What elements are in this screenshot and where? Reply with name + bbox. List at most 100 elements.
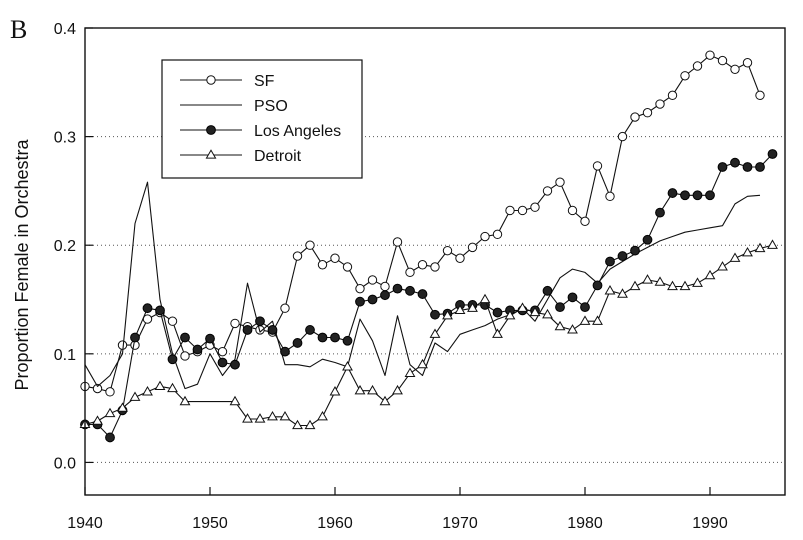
- sf-point: [755, 90, 765, 101]
- y-tick-label: 0.1: [54, 347, 76, 364]
- detroit-point: [692, 277, 703, 287]
- los-angeles-point: [167, 354, 178, 365]
- detroit-point: [579, 315, 591, 325]
- x-tick-label: 1940: [67, 515, 103, 532]
- detroit-point: [167, 382, 178, 393]
- los-angeles-point: [206, 125, 216, 135]
- detroit-point: [254, 413, 266, 423]
- detroit-point: [142, 386, 153, 396]
- sf-point: [405, 267, 415, 278]
- detroit-point: [92, 415, 103, 425]
- sf-point: [180, 351, 190, 361]
- detroit-point: [642, 274, 653, 284]
- los-angeles-point: [142, 303, 153, 314]
- sf-point: [317, 260, 328, 270]
- detroit-point: [467, 302, 478, 312]
- detroit-point: [317, 411, 328, 421]
- sf-point: [705, 50, 715, 60]
- los-angeles-point: [705, 190, 715, 201]
- sf-point: [667, 90, 678, 101]
- pso-series: [84, 181, 761, 390]
- sf-point: [630, 112, 640, 122]
- sf-point: [530, 202, 540, 212]
- detroit-point: [742, 247, 753, 257]
- sf-point: [480, 231, 490, 242]
- detroit-point: [704, 269, 716, 280]
- sf-point: [342, 262, 353, 272]
- detroit-point: [479, 293, 491, 304]
- sf-point: [492, 229, 503, 240]
- detroit-point: [592, 315, 603, 325]
- detroit-point: [754, 242, 766, 253]
- los-angeles-point: [180, 332, 190, 343]
- los-angeles-point: [280, 346, 290, 357]
- los-angeles-point: [267, 325, 278, 335]
- detroit-point: [654, 276, 666, 286]
- los-angeles-point: [130, 332, 140, 343]
- los-angeles-point: [592, 280, 603, 291]
- detroit-point: [104, 407, 116, 418]
- sf-point: [206, 75, 216, 85]
- sf-point: [467, 242, 478, 253]
- legend-label-sf: SF: [254, 73, 275, 90]
- detroit-point: [617, 288, 628, 298]
- axis-ticks: 0.0 0.1 0.2 0.3 0.4 1940 1950 1960 1970 1980 1990: [54, 21, 728, 532]
- sf-point: [167, 316, 178, 326]
- sf-point: [417, 260, 428, 270]
- los-angeles-point: [580, 302, 590, 313]
- sf-point: [430, 262, 440, 272]
- sf-point: [292, 251, 303, 261]
- los-angeles-point: [242, 325, 253, 335]
- los-angeles-point: [630, 245, 640, 256]
- detroit-point: [117, 402, 128, 412]
- los-angeles-point: [417, 289, 428, 299]
- los-angeles-point: [430, 309, 440, 320]
- los-angeles-point: [667, 188, 678, 198]
- los-angeles-point: [767, 149, 778, 159]
- detroit-point: [542, 308, 553, 319]
- detroit-point: [354, 384, 366, 395]
- sf-point: [505, 205, 515, 216]
- y-tick-label: 0.3: [54, 130, 76, 147]
- detroit-point: [279, 411, 291, 421]
- detroit-point: [367, 384, 378, 395]
- sf-point: [280, 303, 290, 313]
- sf-point: [567, 205, 578, 216]
- los-angeles-point: [680, 190, 690, 201]
- los-angeles-point: [730, 157, 740, 168]
- los-angeles-point: [655, 207, 665, 218]
- x-tick-label: 1960: [317, 515, 353, 532]
- x-tick-label: 1980: [567, 515, 603, 532]
- sf-point: [367, 275, 378, 285]
- los-angeles-series: [80, 149, 778, 443]
- los-angeles-point: [330, 332, 340, 343]
- sf-point: [655, 99, 665, 109]
- detroit-point: [529, 306, 541, 317]
- detroit-point: [454, 304, 466, 314]
- detroit-series: [79, 239, 778, 430]
- sf-point: [617, 131, 628, 142]
- detroit-point: [205, 149, 217, 159]
- sf-point: [442, 245, 453, 256]
- legend: SF PSO Los Angeles Detroit: [161, 59, 363, 179]
- sf-point: [92, 383, 103, 394]
- legend-label-pso: PSO: [254, 98, 288, 115]
- los-angeles-point: [405, 285, 415, 296]
- sf-point: [105, 387, 115, 397]
- legend-label-los-angeles: Los Angeles: [254, 123, 341, 140]
- y-tick-label: 0.2: [54, 238, 76, 255]
- sf-point: [330, 253, 340, 263]
- detroit-point: [179, 395, 191, 406]
- los-angeles-point: [642, 234, 653, 245]
- sf-point: [230, 318, 240, 329]
- sf-point: [717, 55, 728, 66]
- detroit-point: [492, 328, 503, 338]
- los-angeles-point: [392, 283, 403, 294]
- los-angeles-point: [692, 190, 703, 201]
- detroit-point: [504, 310, 516, 320]
- detroit-point: [417, 358, 428, 369]
- y-axis-title: Proportion Female in Orchestra: [12, 138, 32, 390]
- x-tick-label: 1970: [442, 515, 478, 532]
- sf-point: [392, 237, 403, 247]
